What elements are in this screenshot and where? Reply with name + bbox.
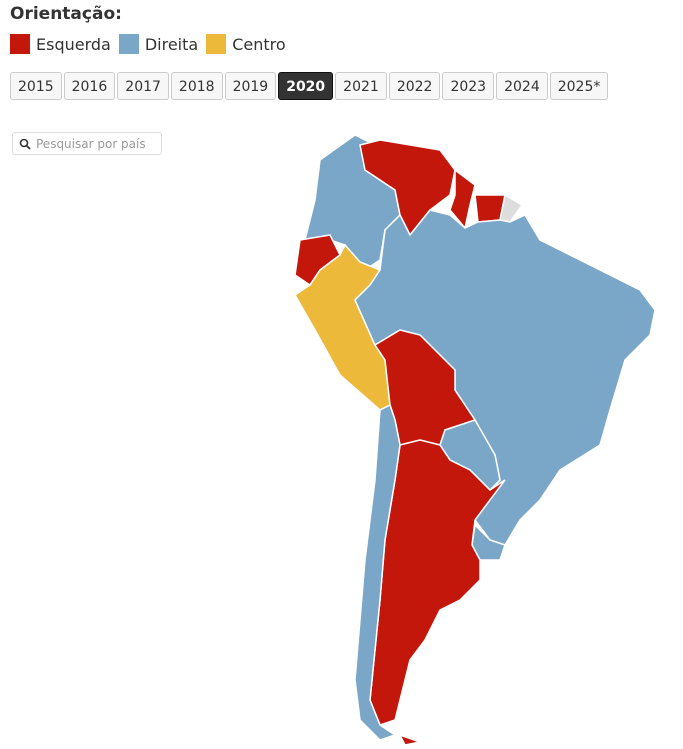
- legend: Esquerda Direita Centro: [10, 34, 294, 54]
- year-selector: 2015 2016 2017 2018 2019 2020 2021 2022 2023 2024…: [10, 72, 610, 100]
- legend-swatch: [10, 34, 30, 54]
- legend-swatch: [118, 34, 139, 54]
- year-button[interactable]: 2017: [117, 72, 169, 100]
- search-icon: [19, 138, 31, 150]
- year-button[interactable]: 2018: [170, 72, 223, 100]
- legend-label: Direita: [144, 34, 199, 54]
- legend-item: Esquerda: [10, 34, 111, 54]
- search-box[interactable]: Pesquisar por país: [12, 132, 162, 155]
- year-button[interactable]: 2015: [10, 72, 62, 100]
- year-button[interactable]: 2020: [278, 72, 334, 100]
- search-placeholder: Pesquisar por país: [36, 136, 146, 151]
- legend-label: Esquerda: [36, 34, 111, 54]
- country[interactable]: [398, 733, 423, 746]
- year-button[interactable]: 2025*: [549, 72, 609, 100]
- year-button[interactable]: 2019: [224, 72, 277, 100]
- legend-label: Centro: [232, 34, 286, 54]
- legend-item: Direita: [118, 34, 199, 54]
- legend-item: Centro: [206, 34, 286, 54]
- year-button[interactable]: 2021: [335, 72, 387, 100]
- legend-swatch: [206, 34, 227, 54]
- year-button[interactable]: 2023: [442, 72, 495, 100]
- year-button[interactable]: 2016: [63, 72, 116, 100]
- year-button[interactable]: 2022: [388, 72, 441, 100]
- year-button[interactable]: 2024: [496, 72, 548, 100]
- country[interactable]: [354, 403, 401, 741]
- legend-title: Orientação:: [10, 4, 122, 24]
